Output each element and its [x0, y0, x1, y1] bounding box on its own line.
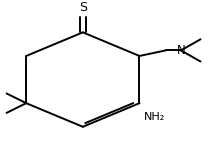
Text: S: S: [79, 1, 87, 14]
Text: NH₂: NH₂: [144, 111, 165, 121]
Text: N: N: [177, 44, 185, 57]
